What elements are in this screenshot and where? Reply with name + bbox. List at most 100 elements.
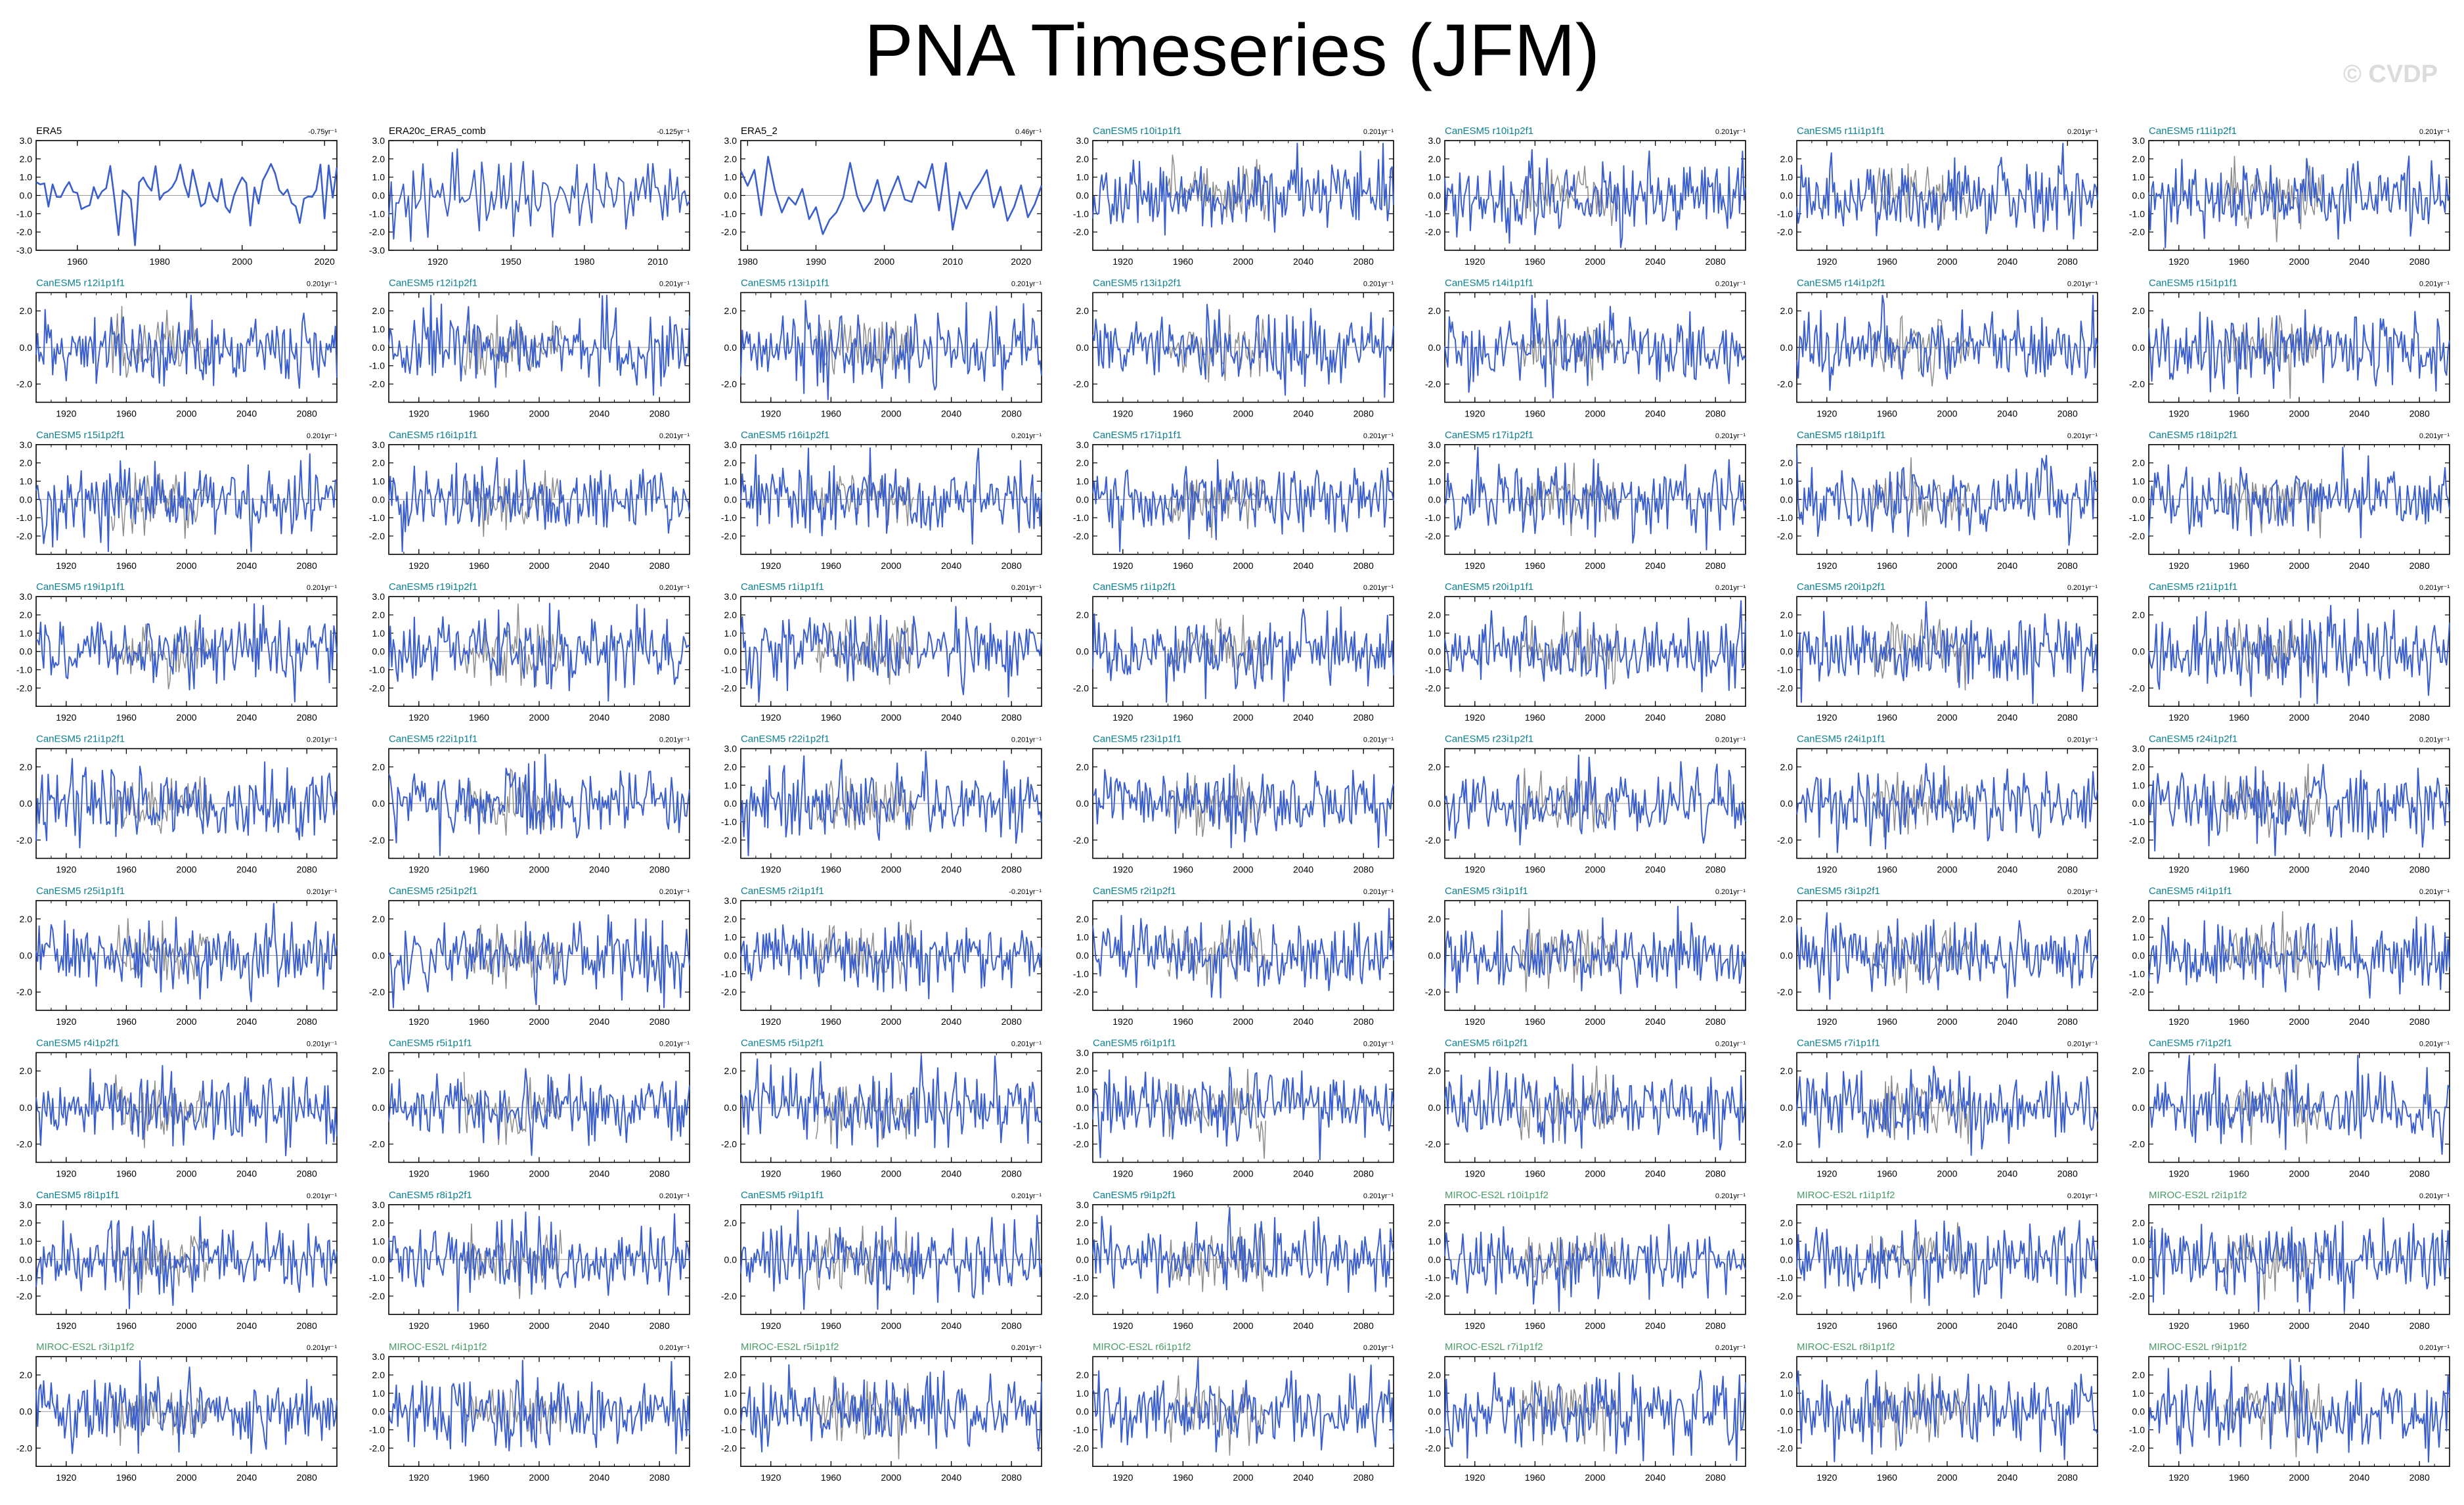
panel: CanESM5 r19i1p2f1 0.201yr⁻¹ 3.0 2.0 1.0 0.0 -1… (369, 581, 690, 723)
pna-series-line (1092, 764, 1394, 849)
trend-label: 0.201yr⁻¹ (1363, 1040, 1394, 1048)
x-tick-label: 1920 (760, 1472, 781, 1483)
x-tick-label: 2080 (1353, 1016, 1374, 1027)
x-tick-label: 1960 (821, 560, 841, 571)
x-tick-label: 2000 (1585, 1016, 1605, 1027)
panel-title: CanESM5 r11i1p1f1 (1797, 125, 1885, 137)
trend-label: 0.201yr⁻¹ (1363, 432, 1394, 440)
panel: CanESM5 r15i1p2f1 0.201yr⁻¹ 3.0 2.0 1.0 0.0 -1… (16, 430, 338, 571)
x-tick-label: 1960 (2229, 1168, 2249, 1179)
y-tick-label: 0.0 (20, 798, 33, 809)
y-tick-label: 2.0 (1428, 914, 1441, 924)
y-tick-label: 3.0 (20, 591, 33, 602)
panel: CanESM5 r1i1p2f1 0.201yr⁻¹ 2.0 0.0 -2.0 1920 1… (1073, 581, 1394, 723)
trend-label: 0.201yr⁻¹ (1715, 128, 1746, 136)
x-tick-label: 2080 (1705, 865, 1726, 875)
ensemble-mean-line (1871, 772, 1971, 838)
y-tick-label: 0.0 (724, 951, 737, 961)
x-tick-label: 2000 (2289, 1016, 2309, 1027)
y-tick-label: 0.0 (1076, 951, 1089, 961)
y-tick-label: -2.0 (1777, 987, 1793, 997)
y-tick-label: -1.0 (1425, 512, 1441, 523)
y-tick-label: -1.0 (1777, 1272, 1793, 1283)
x-tick-label: 2040 (2349, 560, 2369, 571)
pna-series-line (2148, 604, 2450, 704)
panel: CanESM5 r22i1p2f1 0.201yr⁻¹ 3.0 2.0 1.0 0.0 -1… (721, 734, 1042, 875)
panel-title: CanESM5 r19i1p1f1 (36, 581, 125, 593)
y-tick-label: -2.0 (1425, 683, 1441, 693)
x-tick-label: 2080 (1705, 560, 1726, 571)
x-tick-label: 1920 (1816, 1016, 1837, 1027)
y-tick-label: 0.0 (2132, 494, 2145, 505)
pna-series-line (1444, 600, 1746, 692)
x-tick-label: 1920 (1816, 560, 1837, 571)
y-tick-label: 0.0 (724, 191, 737, 201)
x-tick-label: 2080 (2409, 865, 2430, 875)
panel-title: ERA20c_ERA5_comb (389, 125, 486, 137)
y-tick-label: 1.0 (1780, 1388, 1793, 1399)
x-tick-label: 1920 (408, 865, 429, 875)
x-tick-label: 1960 (116, 560, 137, 571)
panel-title: CanESM5 r2i1p1f1 (741, 886, 824, 897)
y-tick-label: 3.0 (1428, 135, 1441, 146)
y-tick-label: -1.0 (2129, 1272, 2145, 1283)
pna-series-line (2148, 916, 2450, 999)
y-tick-label: 0.0 (1428, 646, 1441, 657)
panel: CanESM5 r14i1p1f1 0.201yr⁻¹ 2.0 0.0 -2.0 1920… (1425, 277, 1746, 418)
x-tick-label: 1960 (1525, 560, 1545, 571)
pna-series-line (2148, 155, 2450, 248)
y-tick-label: 1.0 (1428, 628, 1441, 639)
x-tick-label: 1960 (469, 408, 489, 418)
y-tick-label: 0.0 (1780, 798, 1793, 809)
y-tick-label: 1.0 (1428, 1388, 1441, 1399)
y-tick-label: 0.0 (372, 798, 385, 809)
y-tick-label: -3.0 (369, 245, 385, 256)
y-tick-label: 0.0 (1076, 646, 1089, 657)
x-tick-label: 1920 (56, 1168, 76, 1179)
y-tick-label: -2.0 (2129, 531, 2145, 541)
y-tick-label: -2.0 (1425, 1291, 1441, 1301)
y-tick-label: -1.0 (721, 817, 737, 827)
y-tick-label: 2.0 (1076, 458, 1089, 468)
panel-title: CanESM5 r11i1p2f1 (2149, 125, 2237, 137)
pna-series-line (1796, 1370, 2098, 1462)
panel: CanESM5 r5i1p1f1 0.201yr⁻¹ 2.0 0.0 -2.0 1920 1… (369, 1037, 690, 1179)
panel: CanESM5 r3i1p2f1 0.201yr⁻¹ 2.0 0.0 -2.0 1920 1… (1777, 886, 2098, 1027)
x-tick-label: 1920 (1112, 1472, 1133, 1483)
y-tick-label: -2.0 (1777, 227, 1793, 237)
pna-series-line (1796, 447, 2098, 546)
y-tick-label: 0.0 (372, 951, 385, 961)
panel: CanESM5 r4i1p2f1 0.201yr⁻¹ 2.0 0.0 -2.0 1920 1… (16, 1037, 338, 1179)
y-tick-label: 2.0 (1428, 610, 1441, 620)
y-tick-label: -3.0 (16, 245, 32, 256)
y-tick-label: 0.0 (2132, 951, 2145, 961)
y-tick-label: -1.0 (16, 208, 32, 219)
y-tick-label: -1.0 (1073, 1425, 1089, 1435)
panel: CanESM5 r24i1p2f1 0.201yr⁻¹ 3.0 2.0 1.0 0.0 -1… (2129, 734, 2450, 875)
x-tick-label: 2080 (2409, 1016, 2430, 1027)
y-tick-label: 2.0 (1780, 305, 1793, 316)
pna-series-line (2148, 447, 2450, 539)
x-tick-label: 1920 (1112, 560, 1133, 571)
y-tick-label: -2.0 (1425, 1443, 1441, 1453)
x-tick-label: 2080 (1353, 560, 1374, 571)
panel-title: CanESM5 r23i1p1f1 (1093, 734, 1181, 745)
x-tick-label: 2040 (1997, 408, 2017, 418)
y-tick-label: 3.0 (1076, 439, 1089, 450)
x-tick-label: 2000 (881, 560, 901, 571)
y-tick-label: 3.0 (20, 439, 33, 450)
trend-label: 0.201yr⁻¹ (2067, 888, 2098, 896)
x-tick-label: 2080 (297, 712, 317, 723)
y-tick-label: -2.0 (16, 379, 32, 390)
ensemble-mean-line (1871, 619, 1971, 691)
x-tick-label: 1920 (760, 560, 781, 571)
x-tick-label: 1920 (1464, 712, 1485, 723)
y-tick-label: -1.0 (1425, 665, 1441, 675)
x-tick-label: 1920 (760, 1320, 781, 1331)
panel: MIROC-ES2L r9i1p1f2 0.201yr⁻¹ 2.0 1.0 0.0 -1.… (2129, 1341, 2450, 1483)
x-tick-label: 1960 (821, 408, 841, 418)
x-tick-label: 1920 (408, 560, 429, 571)
x-tick-label: 2000 (1937, 256, 1957, 267)
trend-label: 0.201yr⁻¹ (1363, 128, 1394, 136)
